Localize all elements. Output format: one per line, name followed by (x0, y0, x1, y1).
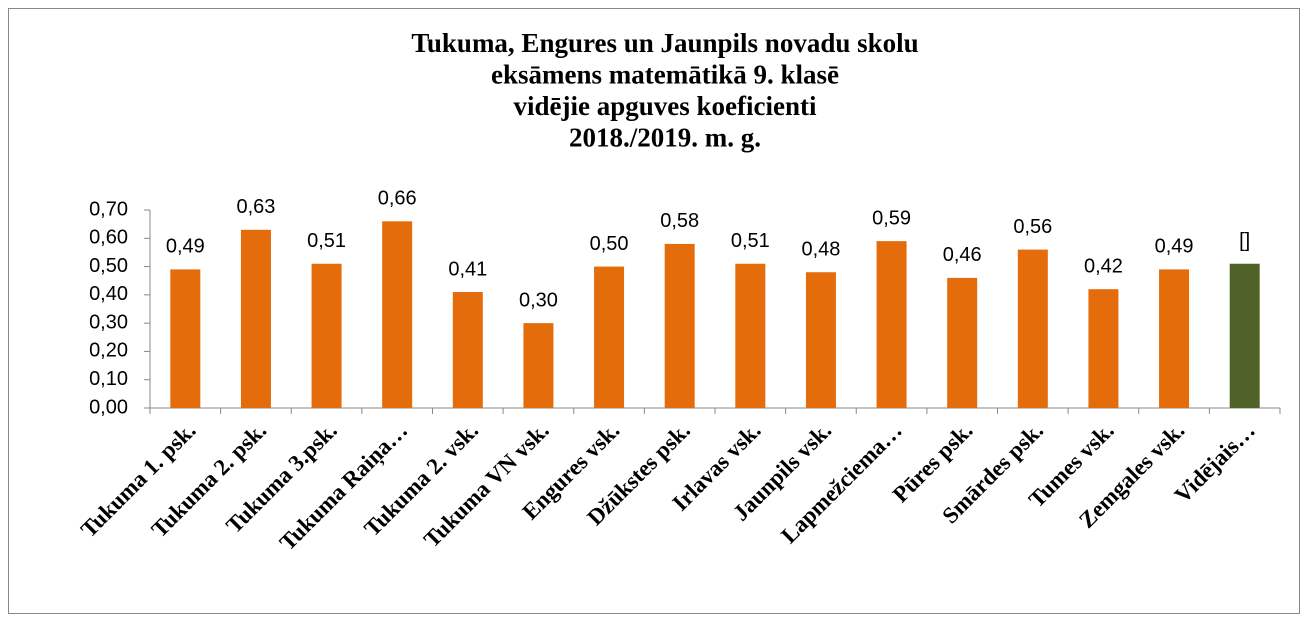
value-label: 0,59 (872, 207, 911, 229)
bar (311, 263, 342, 408)
value-label: 0,63 (236, 196, 275, 218)
value-label: 0,51 (731, 230, 770, 252)
y-tick-label: 0,40 (89, 283, 128, 305)
bar (1017, 249, 1048, 408)
bar (382, 221, 413, 408)
value-label: 0,49 (1155, 236, 1194, 258)
chart-title: 2018./2019. m. g. (569, 123, 761, 153)
chart-border (8, 8, 1300, 614)
y-tick-label: 0,30 (89, 311, 128, 333)
chart-title: vidējie apguves koeficienti (514, 91, 817, 121)
y-tick-label: 0,20 (89, 340, 128, 362)
y-tick-label: 0,60 (89, 227, 128, 249)
y-tick-label: 0,70 (89, 198, 128, 220)
bar (664, 243, 695, 408)
value-label: 0,42 (1084, 255, 1123, 277)
bar (1088, 289, 1119, 408)
value-label: 0,30 (519, 289, 558, 311)
bar (1229, 263, 1260, 408)
chart-title: eksāmens matemātikā 9. klasē (491, 60, 839, 90)
value-label: 0,56 (1013, 216, 1052, 238)
chart-title: Tukuma, Engures un Jaunpils novadu skolu (411, 28, 918, 58)
bar (805, 272, 836, 408)
bar (523, 323, 554, 408)
bar (947, 277, 978, 408)
value-label: 0,41 (448, 258, 487, 280)
value-label: 0,49 (166, 236, 205, 258)
y-tick-label: 0,50 (89, 255, 128, 277)
bar (1159, 269, 1190, 408)
value-label: [] (1239, 230, 1250, 252)
value-label: 0,66 (378, 188, 417, 210)
value-label: 0,58 (660, 210, 699, 232)
bar (452, 292, 483, 408)
bar (876, 241, 907, 408)
y-tick-label: 0,00 (89, 396, 128, 418)
bar (240, 229, 271, 408)
bar (594, 266, 625, 408)
value-label: 0,51 (307, 230, 346, 252)
value-label: 0,46 (943, 244, 982, 266)
value-label: 0,48 (801, 239, 840, 261)
bar (170, 269, 201, 408)
y-tick-label: 0,10 (89, 368, 128, 390)
value-label: 0,50 (590, 233, 629, 255)
bar (735, 263, 766, 408)
